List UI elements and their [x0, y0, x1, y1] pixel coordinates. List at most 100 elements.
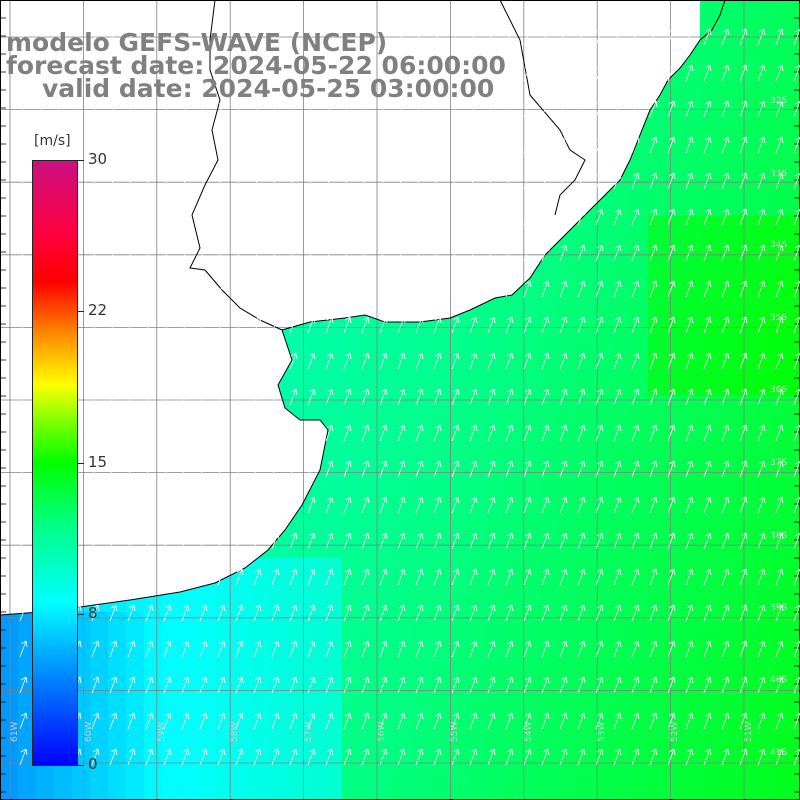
wind-arrow	[217, 532, 226, 550]
field-cell	[0, 774, 19, 793]
field-cell	[324, 738, 343, 757]
field-cell	[648, 180, 667, 199]
field-cell	[774, 36, 793, 55]
wind-arrow	[685, 136, 694, 154]
field-cell	[612, 450, 631, 469]
field-cell	[756, 432, 775, 451]
field-cell	[540, 468, 559, 487]
wind-arrow	[559, 496, 568, 514]
wind-arrow	[271, 64, 280, 82]
wind-arrow	[631, 28, 640, 46]
wind-arrow	[361, 136, 370, 154]
field-cell	[558, 432, 577, 451]
wind-arrow	[469, 172, 478, 190]
field-cell	[720, 702, 739, 721]
field-cell	[576, 360, 595, 379]
field-cell	[36, 792, 55, 800]
field-cell	[396, 594, 415, 613]
field-cell	[702, 450, 721, 469]
field-cell	[396, 666, 415, 685]
wind-arrow	[559, 316, 568, 334]
colorbar-tick-label: 15	[88, 453, 108, 471]
field-cell	[684, 504, 703, 523]
field-cell	[738, 738, 757, 757]
wind-arrow	[271, 424, 280, 442]
wind-arrow	[307, 568, 316, 586]
wind-arrow	[487, 748, 496, 766]
wind-arrow	[703, 136, 712, 154]
field-cell	[540, 396, 559, 415]
field-cell	[702, 486, 721, 505]
field-cell	[162, 774, 181, 793]
field-cell	[378, 540, 397, 559]
field-cell	[738, 414, 757, 433]
wind-arrow	[721, 100, 730, 118]
field-cell	[144, 630, 163, 649]
wind-arrow	[685, 460, 694, 478]
wind-arrow	[469, 244, 478, 262]
field-cell	[630, 468, 649, 487]
wind-arrow	[343, 748, 352, 766]
wind-arrow	[163, 424, 172, 442]
wind-arrow	[595, 496, 604, 514]
field-cell	[702, 306, 721, 325]
field-cell	[342, 504, 361, 523]
field-cell	[738, 774, 757, 793]
field-cell	[468, 414, 487, 433]
wind-arrow	[361, 496, 370, 514]
field-cell	[594, 360, 613, 379]
field-cell	[648, 756, 667, 775]
field-cell	[306, 756, 325, 775]
field-cell	[396, 792, 415, 800]
field-cell	[666, 558, 685, 577]
field-cell	[684, 108, 703, 127]
wind-arrow	[487, 136, 496, 154]
field-cell	[540, 648, 559, 667]
field-cell	[648, 540, 667, 559]
wind-arrow	[397, 28, 406, 46]
field-cell	[774, 468, 793, 487]
wind-arrow	[523, 208, 532, 226]
field-cell	[486, 702, 505, 721]
wind-arrow	[325, 64, 334, 82]
wind-arrow	[757, 388, 766, 406]
wind-arrow	[595, 676, 604, 694]
field-cell	[486, 792, 505, 800]
field-cell	[342, 540, 361, 559]
field-cell	[468, 306, 487, 325]
wind-arrow	[667, 532, 676, 550]
field-cell	[738, 54, 757, 73]
wind-arrow	[433, 604, 442, 622]
wind-arrow	[199, 568, 208, 586]
field-cell	[684, 576, 703, 595]
wind-arrow	[703, 568, 712, 586]
field-cell	[540, 414, 559, 433]
wind-arrow	[163, 676, 172, 694]
wind-arrow	[433, 388, 442, 406]
field-cell	[738, 234, 757, 253]
field-cell	[792, 432, 800, 451]
field-cell	[504, 648, 523, 667]
wind-arrow	[415, 532, 424, 550]
field-cell	[666, 324, 685, 343]
field-cell	[198, 738, 217, 757]
wind-arrow	[721, 352, 730, 370]
field-cell	[702, 774, 721, 793]
field-cell	[540, 360, 559, 379]
wind-arrow	[397, 244, 406, 262]
field-cell	[360, 648, 379, 667]
wind-arrow	[379, 172, 388, 190]
field-cell	[90, 792, 109, 800]
field-cell	[108, 684, 127, 703]
field-cell	[540, 288, 559, 307]
field-cell	[324, 540, 343, 559]
wind-arrow	[757, 64, 766, 82]
wind-arrow	[469, 136, 478, 154]
field-cell	[72, 792, 91, 800]
wind-arrow	[379, 460, 388, 478]
field-cell	[342, 702, 361, 721]
field-cell	[522, 558, 541, 577]
field-cell	[432, 360, 451, 379]
wind-arrow	[433, 424, 442, 442]
field-cell	[126, 756, 145, 775]
